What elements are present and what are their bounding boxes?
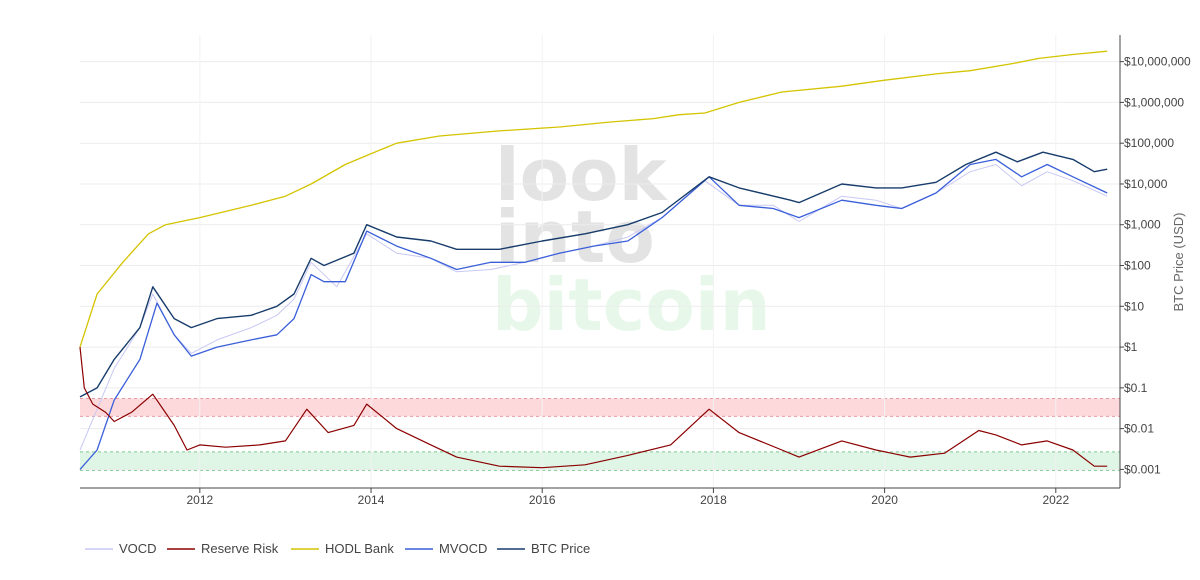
y-tick-label: $0.01 [1124, 422, 1154, 436]
watermark: look into bitcoin [492, 133, 771, 347]
high-risk-band [80, 398, 1120, 417]
legend[interactable]: VOCD Reserve Risk HODL Bank MVOCD BTC Price [85, 541, 590, 556]
x-tick-label: 2014 [358, 493, 385, 507]
legend-item-btc-price[interactable]: BTC Price [497, 541, 590, 556]
x-tick-label: 2020 [871, 493, 898, 507]
legend-label: VOCD [119, 541, 157, 556]
y-tick-label: $0.001 [1124, 462, 1161, 476]
legend-item-vocd[interactable]: VOCD [85, 541, 157, 556]
legend-label: Reserve Risk [201, 541, 279, 556]
series-hodl-bank[interactable] [79, 50, 1108, 348]
series-layer [79, 50, 1108, 470]
legend-label: HODL Bank [325, 541, 394, 556]
legend-label: BTC Price [531, 541, 590, 556]
legend-item-hodl-bank[interactable]: HODL Bank [291, 541, 394, 556]
y-tick-label: $1,000,000 [1124, 95, 1184, 109]
y-tick-label: $10,000 [1124, 177, 1168, 191]
watermark-look: look [495, 133, 669, 217]
x-tick-label: 2012 [186, 493, 213, 507]
y-tick-label: $0.1 [1124, 381, 1148, 395]
y-axis-title: BTC Price (USD) [1171, 213, 1186, 312]
risk-bands [80, 397, 1120, 471]
gridlines [80, 35, 1120, 488]
y-tick-label: $10,000,000 [1124, 55, 1191, 69]
series-reserve-risk[interactable] [79, 347, 1108, 469]
x-tick-label: 2018 [700, 493, 727, 507]
x-axis-ticks: 2012 2014 2016 2018 2020 2022 [186, 488, 1069, 507]
series-btc-price[interactable] [79, 151, 1108, 398]
x-tick-label: 2022 [1042, 493, 1069, 507]
y-tick-label: $1,000 [1124, 218, 1161, 232]
y-tick-label: $1 [1124, 340, 1138, 354]
x-tick-label: 2016 [529, 493, 556, 507]
legend-label: MVOCD [439, 541, 487, 556]
legend-item-reserve-risk[interactable]: Reserve Risk [167, 541, 279, 556]
y-tick-label: $100,000 [1124, 136, 1174, 150]
y-axis-ticks: $0.001 $0.01 $0.1 $1 $10 $100 $1,000 $10,000 $10… [1120, 55, 1191, 476]
watermark-bitcoin: bitcoin [492, 263, 771, 347]
y-tick-label: $100 [1124, 259, 1151, 273]
series-mvocd[interactable] [79, 158, 1108, 470]
y-tick-label: $10 [1124, 299, 1144, 313]
axes [80, 35, 1121, 489]
legend-item-mvocd[interactable]: MVOCD [405, 541, 487, 556]
